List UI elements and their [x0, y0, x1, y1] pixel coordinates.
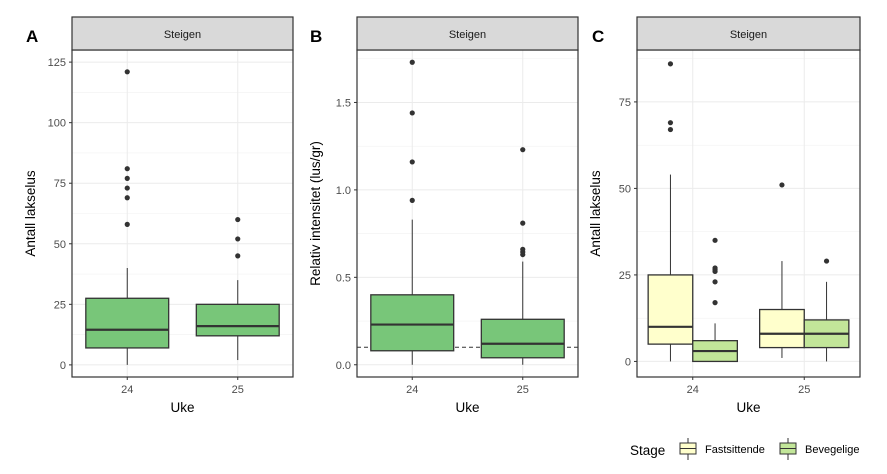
- panel-c: 0 25 50 75 24 25 Steigen C Uke Antall lakselus Sta…: [588, 16, 861, 460]
- y-tick-label: 0: [60, 360, 66, 372]
- x-axis-title: Uke: [736, 400, 760, 415]
- x-tick-label: 24: [687, 384, 699, 396]
- x-tick-label: 25: [798, 384, 810, 396]
- y-tick-label: 0: [625, 356, 631, 368]
- strip: [71, 16, 294, 51]
- outlier-point: [667, 61, 674, 67]
- panel-label: A: [26, 27, 38, 46]
- y-tick-label: 1.5: [336, 97, 351, 109]
- strip-label: Steigen: [730, 29, 767, 41]
- panel-a: 0 25 50 75 100 125 24 25 Steigen A Uke Antall lakse…: [23, 16, 294, 415]
- y-tick-label: 0.5: [336, 272, 351, 284]
- legend-title: Stage: [630, 443, 665, 458]
- outlier-point: [667, 120, 674, 126]
- box-24-all: [85, 69, 170, 365]
- y-tick-label: 100: [48, 118, 66, 130]
- panel-b: 0.0 0.5 1.0 1.5 24 25 Steigen B Uke Relativ inten…: [308, 16, 579, 415]
- box-iqr: [480, 318, 565, 359]
- strip-label: Steigen: [164, 29, 201, 41]
- outlier-point: [409, 197, 415, 203]
- outlier-point: [667, 126, 674, 133]
- legend: Stage Fastsittende Bevegelige: [630, 438, 859, 460]
- legend-key-fastsittende: [679, 438, 697, 460]
- strip: [636, 16, 861, 51]
- y-tick-label: 50: [54, 239, 66, 251]
- y-tick-label: 75: [619, 97, 631, 109]
- outlier-point: [520, 246, 526, 252]
- legend-key-bevegelige: [779, 438, 797, 460]
- outlier-point: [124, 166, 130, 172]
- x-axis-title: Uke: [170, 400, 194, 415]
- y-tick-label: 50: [619, 183, 631, 195]
- box-24-bevegelige: [692, 237, 738, 363]
- legend-label: Bevegelige: [805, 444, 859, 456]
- y-axis-title: Relativ intensitet (lus/gr): [308, 141, 323, 286]
- box-iqr: [647, 274, 694, 345]
- outlier-point: [520, 147, 526, 153]
- box-25-all: [195, 216, 280, 361]
- strip: [356, 16, 579, 51]
- outlier-point: [235, 236, 241, 242]
- outlier-point: [124, 185, 130, 191]
- outlier-point: [712, 300, 718, 306]
- panel-label: C: [592, 27, 604, 46]
- outlier-point: [779, 182, 785, 188]
- outlier-point: [712, 279, 718, 285]
- outlier-point: [235, 253, 241, 259]
- outlier-point: [409, 110, 415, 116]
- outlier-point: [124, 175, 130, 181]
- y-tick-label: 125: [48, 57, 66, 69]
- outlier-point: [235, 216, 241, 223]
- box-iqr: [759, 308, 805, 349]
- strip-label: Steigen: [449, 29, 486, 41]
- outlier-point: [823, 258, 830, 264]
- box-25-bevegelige: [803, 258, 850, 362]
- y-tick-label: 75: [54, 178, 66, 190]
- x-tick-label: 24: [406, 384, 418, 396]
- box-iqr: [370, 294, 455, 352]
- box-iqr: [85, 297, 170, 349]
- outlier-point: [124, 221, 130, 227]
- box-24-fastsittende: [647, 61, 694, 362]
- y-tick-label: 25: [54, 299, 66, 311]
- outlier-point: [712, 237, 718, 243]
- box-iqr: [195, 303, 280, 337]
- x-axis-title: Uke: [455, 400, 479, 415]
- x-tick-label: 25: [517, 384, 529, 396]
- box-24-all: [370, 59, 455, 365]
- outlier-point: [409, 59, 415, 65]
- y-tick-label: 1.0: [336, 185, 351, 197]
- y-tick-label: 0.0: [336, 360, 351, 372]
- x-tick-label: 25: [232, 384, 244, 396]
- x-tick-label: 24: [121, 384, 133, 396]
- box-25-all: [480, 147, 565, 365]
- y-tick-label: 25: [619, 270, 631, 282]
- outlier-point: [124, 69, 130, 75]
- outlier-point: [712, 265, 718, 271]
- y-axis-title: Antall lakselus: [23, 170, 38, 257]
- y-axis-title: Antall lakselus: [588, 170, 603, 257]
- legend-label: Fastsittende: [705, 444, 765, 456]
- outlier-point: [409, 159, 415, 165]
- panel-label: B: [310, 27, 322, 46]
- outlier-point: [124, 195, 130, 201]
- box-25-fastsittende: [759, 182, 805, 358]
- outlier-point: [520, 220, 526, 226]
